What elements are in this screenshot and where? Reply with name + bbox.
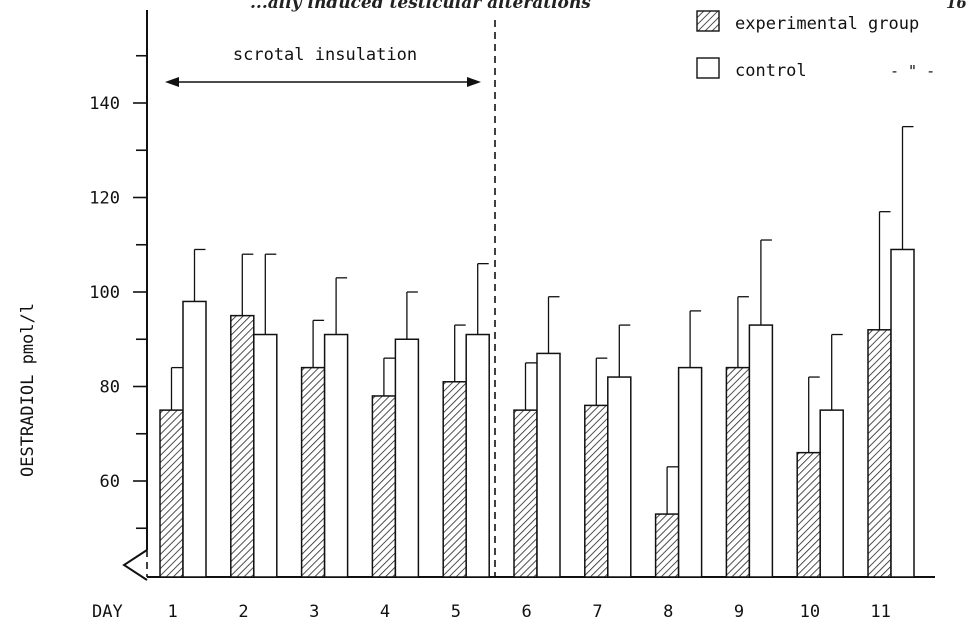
legend-label-experimental: experimental group: [735, 14, 919, 34]
bar-control: [394, 338, 420, 578]
y-tick-label: 120: [89, 189, 120, 209]
x-tick-label: 4: [380, 602, 390, 622]
bar-control: [323, 333, 349, 578]
bar-control: [890, 248, 915, 578]
y-tick-label: 60: [100, 472, 120, 492]
bar-experimental: [725, 366, 751, 578]
bar-control: [748, 324, 774, 578]
bar-control: [677, 366, 703, 578]
bar-control: [536, 352, 561, 578]
x-tick-label: 3: [309, 602, 319, 622]
error-bars: [170, 125, 914, 515]
bar-control: [253, 333, 278, 578]
page-number: 16: [946, 0, 967, 12]
x-tick-label: 6: [522, 602, 532, 622]
x-tick-label: 9: [734, 602, 744, 622]
y-ticks: 60 80 100 120 140: [89, 54, 147, 530]
bar-experimental: [867, 329, 892, 578]
bar-experimental: [159, 409, 184, 578]
bar-experimental: [371, 395, 397, 578]
x-tick-labels: DAY 1 2 3 4 5 6 7 8 9 10 11: [92, 602, 891, 622]
y-tick-label: 140: [89, 94, 120, 114]
running-title: ...ally induced testicular alterations: [250, 0, 591, 13]
bar-control: [465, 333, 490, 578]
x-tick-label: 11: [870, 602, 890, 622]
bar-experimental: [230, 314, 255, 578]
bar-experimental: [654, 513, 680, 578]
bars: [159, 248, 915, 578]
bar-control: [819, 409, 844, 578]
bar-experimental: [513, 409, 538, 578]
legend-swatch-control: [696, 57, 720, 79]
y-axis-label: OESTRADIOL pmol/l: [18, 303, 38, 477]
annotation-label: scrotal insulation: [233, 45, 417, 65]
x-tick-label: 5: [451, 602, 461, 622]
legend-swatch-experimental: [696, 10, 720, 32]
bar-control: [607, 376, 632, 578]
bar-experimental: [442, 381, 467, 578]
bar-experimental: [796, 451, 821, 578]
y-axis: [122, 10, 148, 581]
y-tick-label: 80: [100, 378, 120, 398]
legend: experimental group control - " -: [696, 10, 935, 81]
x-tick-label: 10: [800, 602, 820, 622]
legend-label-control: control: [735, 61, 807, 81]
x-tick-label: 7: [592, 602, 602, 622]
bar-experimental: [584, 404, 609, 578]
bar-experimental: [300, 366, 326, 578]
x-tick-label: 8: [663, 602, 673, 622]
bar-control: [182, 300, 207, 578]
arrow-right-head: [467, 77, 481, 87]
scrotal-insulation-annotation: scrotal insulation: [165, 45, 481, 87]
x-axis-label: DAY: [92, 602, 123, 622]
y-tick-label: 100: [89, 283, 120, 303]
arrow-left-head: [165, 77, 179, 87]
x-tick-label: 2: [238, 602, 248, 622]
x-tick-label: 1: [168, 602, 178, 622]
y-axis-break: [122, 549, 148, 581]
legend-ditto-mark: - " -: [890, 62, 935, 80]
